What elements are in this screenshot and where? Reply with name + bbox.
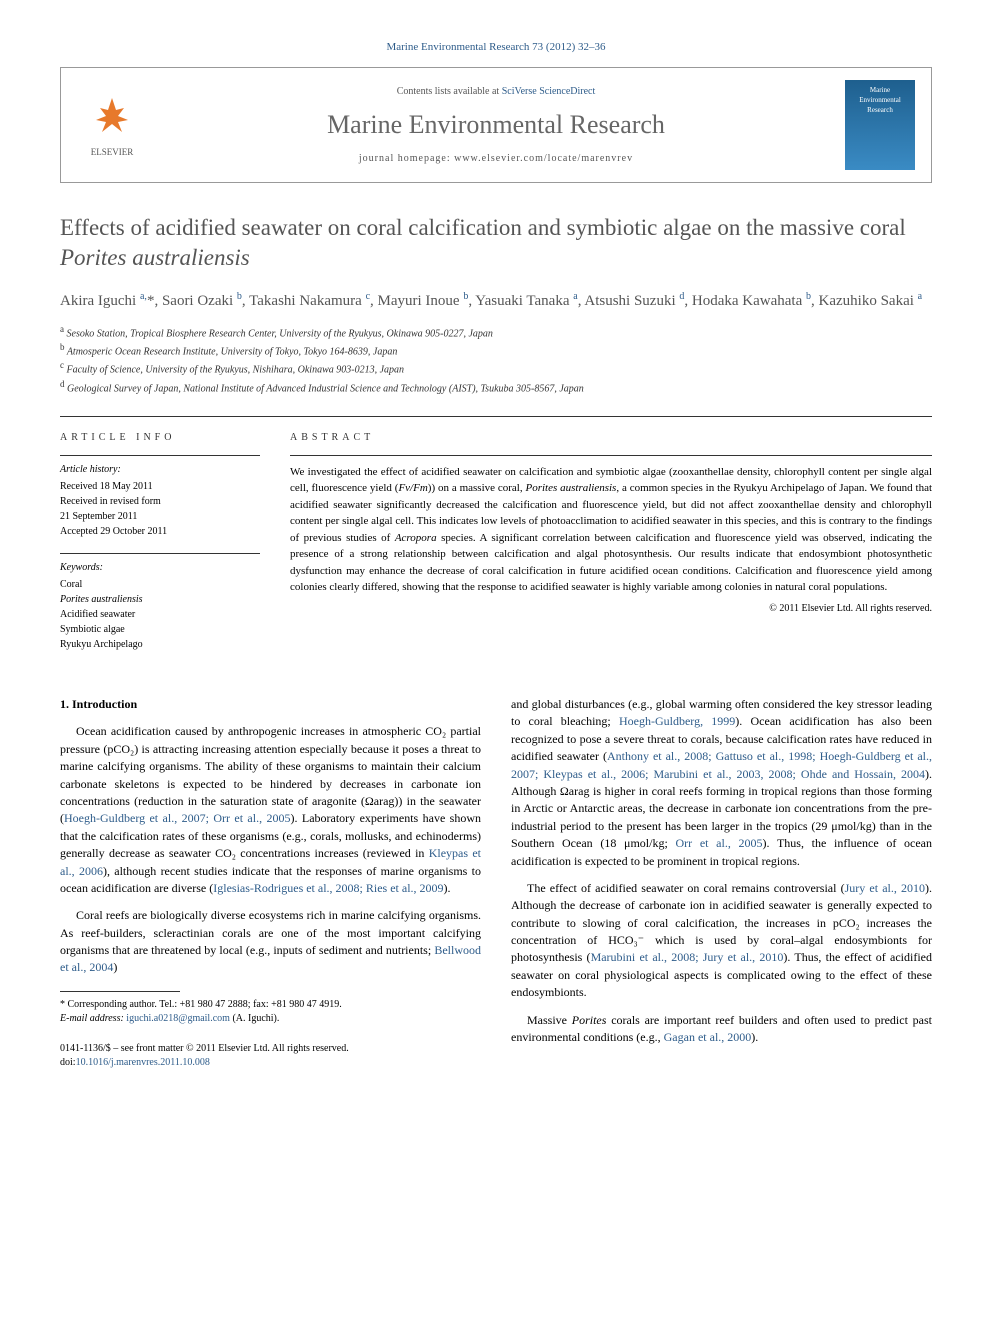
keywords-header: Keywords:	[60, 560, 260, 575]
abstract-copyright: © 2011 Elsevier Ltd. All rights reserved…	[290, 602, 932, 616]
homepage-url[interactable]: www.elsevier.com/locate/marenvrev	[454, 153, 633, 164]
affiliation-d: d Geological Survey of Japan, National I…	[60, 378, 932, 396]
cover-line: Environmental	[859, 96, 901, 106]
body-columns: 1. Introduction Ocean acidification caus…	[60, 696, 932, 1070]
email-link[interactable]: iguchi.a0218@gmail.com	[126, 1013, 230, 1024]
paragraph: Massive Porites corals are important ree…	[511, 1012, 932, 1047]
received-date: Received 18 May 2011	[60, 479, 260, 494]
citation-link[interactable]: Hoegh-Guldberg et al., 2007; Orr et al.,…	[64, 811, 290, 825]
keyword: Symbiotic algae	[60, 622, 260, 637]
abstract-label: ABSTRACT	[290, 431, 932, 445]
footnote-separator	[60, 991, 180, 992]
revised-label: Received in revised form	[60, 494, 260, 509]
keywords-block: Keywords: CoralPorites australiensisAcid…	[60, 553, 260, 652]
sciencedirect-link[interactable]: SciVerse ScienceDirect	[502, 86, 596, 97]
journal-cover-thumbnail: Marine Environmental Research	[845, 80, 915, 170]
cover-line: Marine	[870, 86, 890, 96]
citation-link[interactable]: Orr et al., 2005	[675, 836, 762, 850]
affiliations: a Sesoko Station, Tropical Biosphere Res…	[60, 323, 932, 396]
keyword: Coral	[60, 577, 260, 592]
citation-link[interactable]: Iglesias-Rodrigues et al., 2008; Ries et…	[213, 881, 443, 895]
elsevier-tree-icon	[88, 92, 136, 146]
citation-link[interactable]: Jury et al., 2010	[845, 881, 925, 895]
doi-link[interactable]: 10.1016/j.marenvres.2011.10.008	[76, 1057, 210, 1068]
journal-header-box: ELSEVIER Contents lists available at Sci…	[60, 67, 932, 183]
revised-date: 21 September 2011	[60, 509, 260, 524]
front-matter-line: 0141-1136/$ – see front matter © 2011 El…	[60, 1042, 481, 1070]
homepage-line: journal homepage: www.elsevier.com/locat…	[167, 152, 825, 166]
elsevier-logo: ELSEVIER	[77, 92, 147, 159]
column-right: and global disturbances (e.g., global wa…	[511, 696, 932, 1070]
abstract-text: We investigated the effect of acidified …	[290, 455, 932, 596]
keyword: Ryukyu Archipelago	[60, 637, 260, 652]
journal-reference: Marine Environmental Research 73 (2012) …	[60, 40, 932, 55]
keyword: Porites australiensis	[60, 592, 260, 607]
doi-line: doi:10.1016/j.marenvres.2011.10.008	[60, 1056, 481, 1070]
paragraph: and global disturbances (e.g., global wa…	[511, 696, 932, 870]
history-header: Article history:	[60, 462, 260, 477]
paragraph: The effect of acidified seawater on cora…	[511, 880, 932, 1002]
header-center: Contents lists available at SciVerse Sci…	[167, 85, 825, 165]
cover-line: Research	[867, 106, 893, 116]
affiliation-a: a Sesoko Station, Tropical Biosphere Res…	[60, 323, 932, 341]
elsevier-label: ELSEVIER	[91, 146, 134, 159]
abstract-column: ABSTRACT We investigated the effect of a…	[290, 431, 932, 666]
accepted-date: Accepted 29 October 2011	[60, 524, 260, 539]
article-info-label: ARTICLE INFO	[60, 431, 260, 445]
keyword: Acidified seawater	[60, 607, 260, 622]
copyright-line: 0141-1136/$ – see front matter © 2011 El…	[60, 1042, 481, 1056]
journal-name: Marine Environmental Research	[167, 107, 825, 143]
citation-link[interactable]: Hoegh-Guldberg, 1999	[619, 714, 735, 728]
footnotes: * Corresponding author. Tel.: +81 980 47…	[60, 998, 481, 1026]
affiliation-b: b Atmosperic Ocean Research Institute, U…	[60, 341, 932, 359]
article-info-column: ARTICLE INFO Article history: Received 1…	[60, 431, 260, 666]
paragraph: Ocean acidification caused by anthropoge…	[60, 723, 481, 897]
affiliation-c: c Faculty of Science, University of the …	[60, 359, 932, 377]
article-title: Effects of acidified seawater on coral c…	[60, 213, 932, 273]
contents-line: Contents lists available at SciVerse Sci…	[167, 85, 825, 99]
info-abstract-row: ARTICLE INFO Article history: Received 1…	[60, 416, 932, 666]
citation-link[interactable]: Gagan et al., 2000	[664, 1030, 752, 1044]
article-history: Article history: Received 18 May 2011 Re…	[60, 455, 260, 539]
paragraph: Coral reefs are biologically diverse eco…	[60, 907, 481, 977]
title-text: Effects of acidified seawater on coral c…	[60, 215, 906, 240]
corresponding-author: * Corresponding author. Tel.: +81 980 47…	[60, 998, 481, 1012]
column-left: 1. Introduction Ocean acidification caus…	[60, 696, 481, 1070]
authors: Akira Iguchi a,*, Saori Ozaki b, Takashi…	[60, 289, 932, 313]
email-line: E-mail address: iguchi.a0218@gmail.com (…	[60, 1012, 481, 1026]
title-species: Porites australiensis	[60, 245, 250, 270]
homepage-prefix: journal homepage:	[359, 153, 454, 164]
citation-link[interactable]: Marubini et al., 2008; Jury et al., 2010	[591, 950, 784, 964]
intro-heading: 1. Introduction	[60, 696, 481, 713]
contents-prefix: Contents lists available at	[397, 86, 502, 97]
